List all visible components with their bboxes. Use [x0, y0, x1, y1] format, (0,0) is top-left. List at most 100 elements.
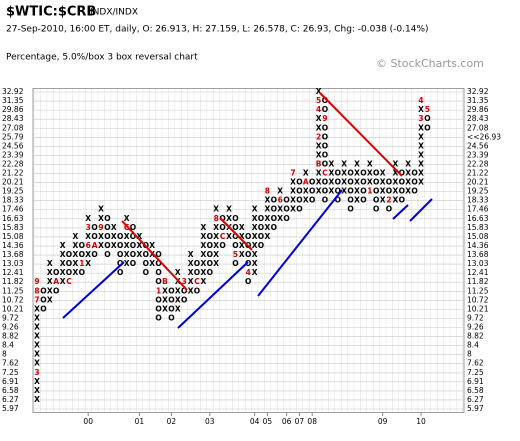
x-box: X	[418, 150, 424, 159]
o-box: O	[40, 295, 46, 304]
o-box: O	[373, 196, 379, 205]
x-box: X	[252, 232, 258, 241]
o-box: O	[296, 196, 302, 205]
y-tick-label: 28.43	[2, 114, 24, 123]
o-box: O	[309, 196, 315, 205]
month-marker: B	[316, 159, 322, 168]
o-box: O	[155, 295, 161, 304]
o-box: O	[155, 277, 161, 286]
y2-tick-label: 13.03	[467, 259, 489, 268]
o-box: O	[232, 259, 238, 268]
month-marker: 3	[182, 277, 187, 286]
o-box: O	[322, 105, 328, 114]
y-tick-label: 25.79	[2, 132, 24, 141]
y2-tick-label: 18.33	[467, 196, 489, 205]
x-box: X	[316, 187, 322, 196]
o-box: O	[271, 196, 277, 205]
o-box: O	[258, 214, 264, 223]
o-box: O	[66, 268, 72, 277]
x-box: X	[393, 169, 399, 178]
y-tick-label: 10.72	[2, 295, 24, 304]
x-box: X	[380, 178, 386, 187]
x-box: X	[201, 241, 207, 250]
o-box: O	[53, 268, 59, 277]
x-box: X	[137, 232, 143, 241]
x-tick-label: 09	[378, 417, 388, 426]
x-box: X	[316, 87, 322, 96]
x-box: X	[111, 223, 117, 232]
x-box: X	[354, 196, 360, 205]
y-tick-label: 16.63	[2, 214, 24, 223]
x-box: X	[367, 178, 373, 187]
x-box: X	[329, 187, 335, 196]
y-tick-label: 32.92	[2, 87, 24, 96]
x-box: X	[149, 259, 155, 268]
y2-tick-label: 10.21	[467, 304, 489, 313]
y2-tick-label: 9.72	[467, 313, 484, 322]
month-marker: C	[194, 277, 200, 286]
x-box: X	[290, 196, 296, 205]
x-box: X	[149, 241, 155, 250]
x-tick-label: 04	[250, 417, 260, 426]
month-marker: 7	[290, 169, 295, 178]
month-marker: C	[220, 232, 226, 241]
o-box: O	[207, 268, 213, 277]
x-box: X	[34, 341, 40, 350]
o-box: O	[245, 250, 251, 259]
exchange: INDX/INDX	[90, 8, 138, 18]
x-box: X	[47, 286, 53, 295]
o-box: O	[79, 241, 85, 250]
o-box: O	[386, 178, 392, 187]
o-box: O	[347, 187, 353, 196]
o-box: O	[117, 241, 123, 250]
y2-tick-label: 15.83	[467, 223, 489, 232]
o-box: O	[104, 241, 110, 250]
method: Percentage, 5.0%/box 3 box reversal char…	[6, 53, 198, 63]
o-box: O	[155, 304, 161, 313]
y-tick-label: 18.33	[2, 196, 24, 205]
x-box: X	[393, 187, 399, 196]
month-marker: 2	[316, 132, 321, 141]
o-box: O	[399, 178, 405, 187]
y-tick-label: 8.82	[2, 332, 19, 341]
y-tick-label: 21.22	[2, 169, 24, 178]
y-tick-label: 20.21	[2, 178, 24, 187]
o-box: O	[232, 223, 238, 232]
o-box: O	[232, 232, 238, 241]
x-box: X	[73, 268, 79, 277]
o-box: O	[411, 187, 417, 196]
y-tick-label: 12.41	[2, 268, 24, 277]
o-box: O	[245, 259, 251, 268]
x-box: X	[341, 178, 347, 187]
o-box: O	[143, 268, 149, 277]
x-box: X	[239, 223, 245, 232]
y2-tick-label: 23.39	[467, 150, 489, 159]
o-box: O	[130, 250, 136, 259]
y2-tick-label: 28.43	[467, 114, 489, 123]
y-tick-label: 9.26	[2, 322, 19, 331]
x-box: X	[303, 187, 309, 196]
y2-tick-label: 19.25	[467, 187, 489, 196]
x-box: X	[98, 205, 104, 214]
y-tick-label: 17.46	[2, 205, 24, 214]
o-box: O	[245, 277, 251, 286]
o-box: O	[283, 205, 289, 214]
o-box: O	[79, 250, 85, 259]
o-box: O	[271, 205, 277, 214]
x-box: X	[393, 196, 399, 205]
o-box: O	[347, 196, 353, 205]
o-box: O	[181, 295, 187, 304]
x-box: X	[418, 132, 424, 141]
o-box: O	[207, 250, 213, 259]
